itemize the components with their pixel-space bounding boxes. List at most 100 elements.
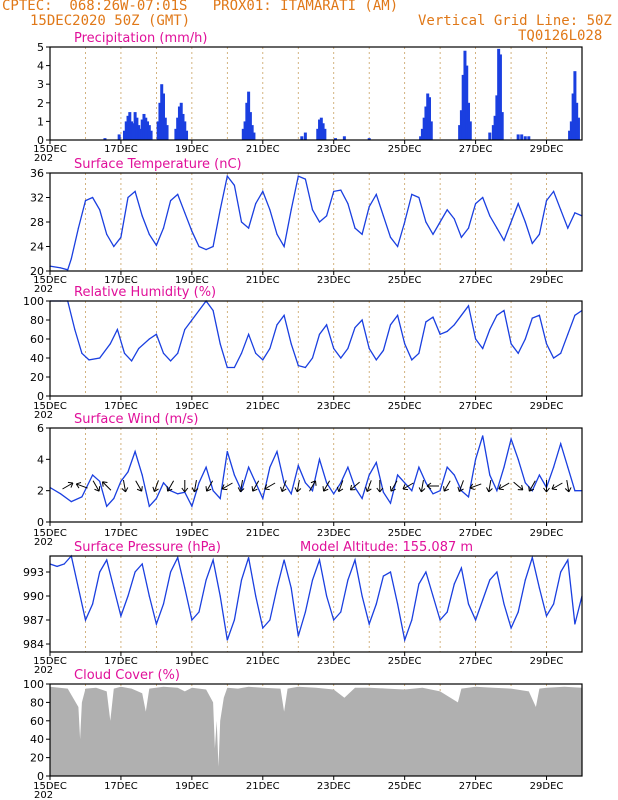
data-point: [155, 333, 157, 335]
panel-title: Cloud Cover (%): [74, 668, 180, 683]
panel-frame: [49, 172, 583, 272]
data-point: [354, 559, 356, 561]
data-point: [177, 352, 179, 354]
data-point: [503, 603, 505, 605]
data-point: [538, 314, 541, 316]
precip-bar: [468, 121, 472, 140]
wind-arrow: [513, 481, 524, 491]
precip-bar: [144, 117, 148, 140]
data-point: [574, 490, 576, 492]
precip-bar: [303, 132, 307, 140]
data-point: [177, 493, 179, 495]
cloud-area: [50, 686, 582, 776]
data-point: [77, 227, 79, 229]
panel-title: Surface Wind (m/s): [74, 412, 198, 427]
y-tick-label: 0: [37, 770, 44, 783]
precip-bar: [176, 117, 180, 140]
wind-arrow: [376, 480, 384, 493]
wind-arrow: [121, 480, 129, 493]
series-line: [49, 435, 582, 509]
wind-arrow: [486, 480, 493, 493]
data-point: [453, 218, 455, 220]
data-point: [262, 359, 264, 361]
precip-bar: [146, 121, 150, 140]
precip-bar: [241, 128, 245, 140]
data-point: [233, 366, 235, 369]
data-point: [510, 343, 512, 345]
precip-bar: [147, 125, 151, 140]
precip-bar: [520, 134, 524, 140]
data-point: [318, 333, 321, 335]
data-point: [170, 571, 172, 573]
data-point: [397, 603, 399, 605]
data-point: [489, 579, 491, 581]
panel-title: Surface Pressure (hPa): [74, 540, 221, 555]
data-point: [198, 245, 200, 248]
data-point: [397, 314, 399, 316]
data-point: [326, 595, 328, 597]
wind-arrow: [418, 480, 426, 493]
data-point: [290, 209, 292, 211]
data-point: [553, 357, 555, 359]
data-point: [467, 227, 470, 229]
data-point: [517, 352, 519, 354]
x-tick-label: 25DEC: [388, 144, 422, 155]
data-point: [269, 619, 271, 621]
data-point: [496, 571, 498, 573]
data-point: [460, 236, 462, 238]
data-point: [553, 603, 555, 605]
data-point: [567, 466, 569, 468]
data-point: [276, 450, 278, 453]
precip-bar: [573, 71, 577, 140]
data-point: [489, 215, 491, 217]
data-point: [318, 458, 321, 460]
data-point: [212, 490, 214, 492]
data-point: [99, 209, 101, 211]
data-point: [375, 193, 377, 195]
data-point: [138, 347, 140, 350]
data-point: [304, 482, 306, 484]
data-point: [389, 502, 392, 504]
x-tick-label: 23DEC: [317, 275, 351, 286]
precip-bar: [488, 132, 492, 140]
series-line: [49, 174, 583, 271]
data-point: [84, 200, 87, 202]
x-year-stub: 202: [34, 284, 53, 295]
data-point: [517, 458, 519, 460]
x-tick-label: 29DEC: [530, 144, 564, 155]
data-point: [177, 557, 179, 559]
data-point: [453, 474, 455, 476]
x-tick-label: 21DEC: [246, 401, 280, 412]
data-point: [148, 233, 150, 235]
data-point: [226, 639, 228, 641]
y-tick-label: 2: [37, 485, 44, 498]
panel-4: [46, 427, 583, 526]
precip-bar: [523, 136, 527, 140]
y-tick-label: 20: [30, 752, 44, 765]
wind-arrow: [264, 482, 276, 491]
x-year-stub: 202: [34, 790, 53, 800]
x-tick-label: 15DEC: [33, 144, 67, 155]
wind-arrow: [457, 480, 464, 493]
x-tick-label: 21DEC: [246, 781, 280, 792]
x-tick-label: 21DEC: [246, 144, 280, 155]
data-point: [240, 221, 243, 223]
precip-bar: [419, 136, 423, 140]
y-tick-label: 28: [30, 216, 44, 229]
x-tick-label: 17DEC: [104, 781, 138, 792]
data-point: [63, 563, 65, 565]
data-point: [248, 466, 250, 468]
data-point: [503, 239, 505, 241]
data-point: [354, 227, 356, 229]
data-point: [248, 227, 250, 229]
data-point: [446, 611, 448, 613]
data-point: [411, 490, 413, 492]
panel-frame: [49, 683, 583, 777]
precip-bar: [117, 134, 121, 140]
wind-arrow: [152, 480, 159, 493]
precip-bar: [500, 112, 504, 140]
panel-2: [46, 172, 583, 275]
data-point: [439, 619, 441, 621]
data-point: [510, 627, 512, 629]
panel-6: [46, 683, 583, 780]
